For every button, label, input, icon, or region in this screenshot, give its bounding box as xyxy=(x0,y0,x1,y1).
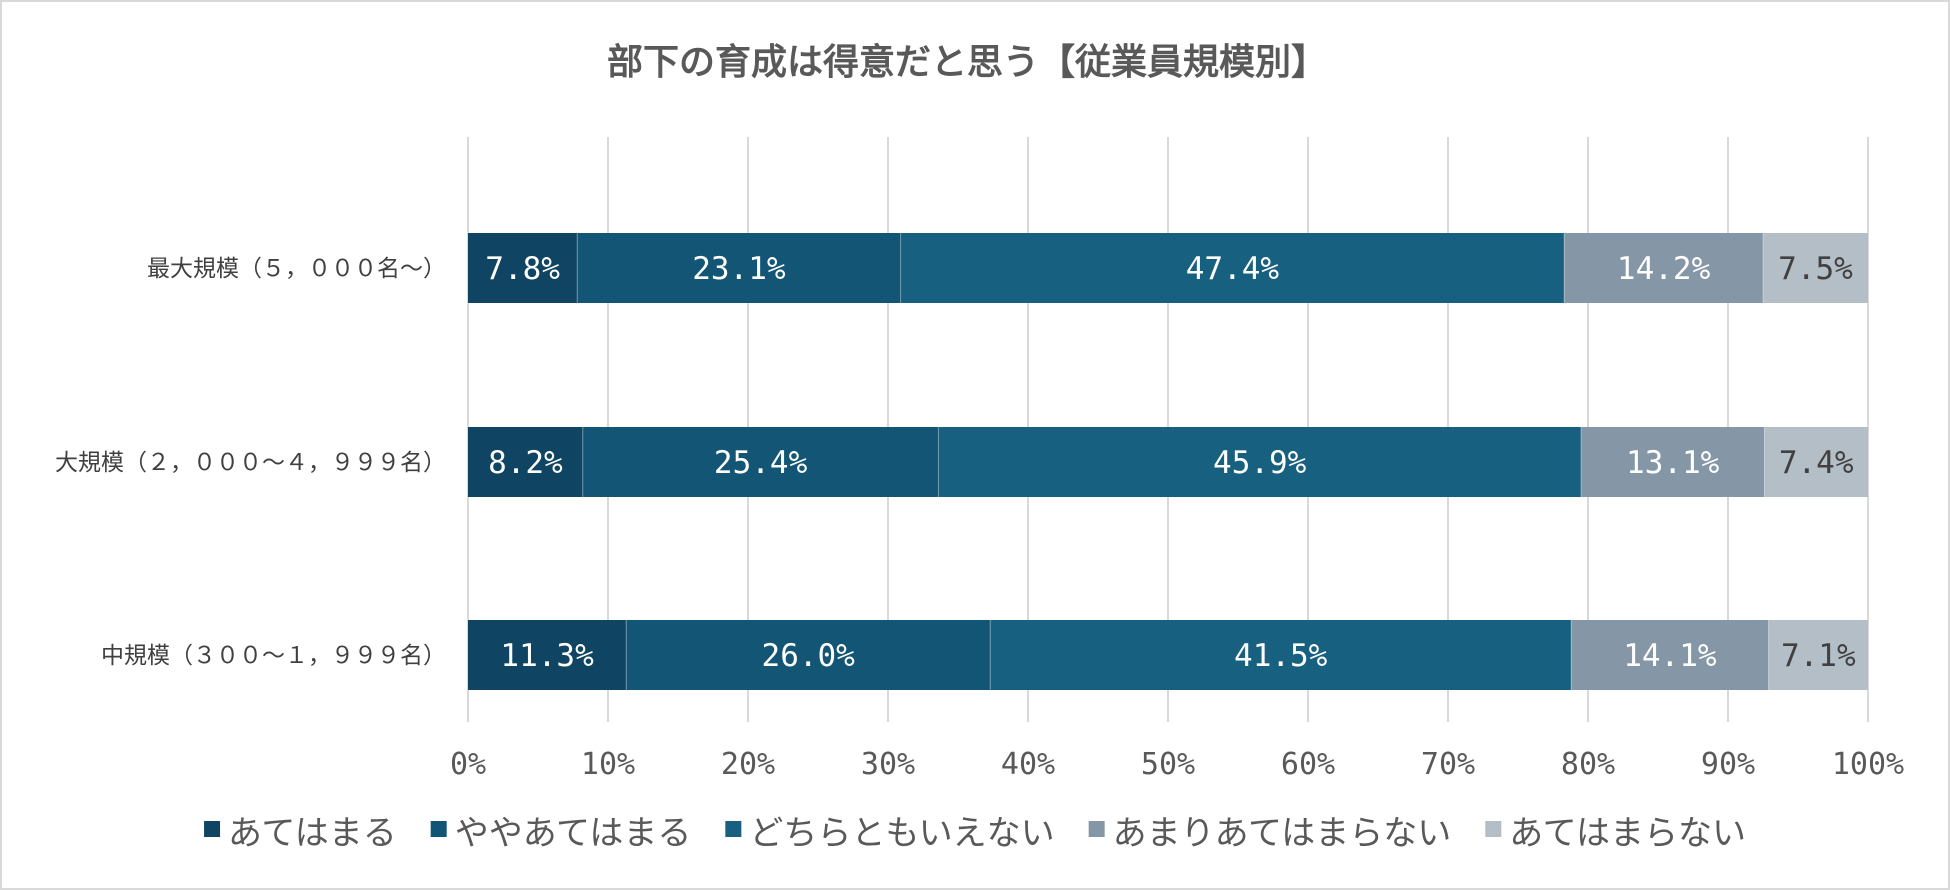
bars: 7.8% 23.1% 47.4% 14.2% 7.5% 8.2% 25.4% 45.9% 13.… xyxy=(468,233,1868,690)
legend-label: ややあてはまる xyxy=(455,814,692,854)
legend-swatch xyxy=(725,821,742,837)
data-label: 7.4% xyxy=(1779,445,1854,481)
x-tick-label: 40% xyxy=(1001,747,1055,782)
data-label: 14.1% xyxy=(1623,638,1717,674)
data-label: 8.2% xyxy=(488,445,563,481)
bar-segment xyxy=(582,427,939,497)
data-label: 41.5% xyxy=(1234,638,1328,674)
bar-segment xyxy=(1581,427,1765,497)
x-axis-ticks: 0% 10% 20% 30% 40% 50% 60% 70% 80% 90% 100% xyxy=(450,747,1904,782)
legend-label: どちらともいえない xyxy=(749,814,1054,854)
legend-item: あてはまらない xyxy=(1485,814,1746,854)
x-tick-label: 10% xyxy=(581,747,635,782)
x-tick-label: 90% xyxy=(1701,747,1755,782)
bar-segment xyxy=(468,233,578,303)
data-label: 7.5% xyxy=(1778,251,1853,287)
legend-label: あてはまらない xyxy=(1509,814,1746,854)
legend: あてはまる ややあてはまる どちらともいえない あまりあてはまらない あてはまらない xyxy=(204,814,1746,854)
bar-segment xyxy=(577,233,901,303)
bar-segment xyxy=(1764,427,1868,497)
legend-item: どちらともいえない xyxy=(725,814,1055,854)
x-tick-label: 70% xyxy=(1421,747,1475,782)
data-label: 47.4% xyxy=(1186,251,1280,287)
bar-segment xyxy=(626,620,991,690)
legend-label: あまりあてはまらない xyxy=(1113,814,1452,854)
bar-segment xyxy=(468,427,583,497)
data-label: 13.1% xyxy=(1626,445,1720,481)
bar-segment xyxy=(1564,233,1763,303)
x-tick-label: 30% xyxy=(861,747,915,782)
x-tick-label: 20% xyxy=(721,747,775,782)
category-label: 中規模（３００～１，９９９名） xyxy=(101,643,446,669)
category-labels: 最大規模（５，０００名～） 大規模（２，０００～４，９９９名） 中規模（３００～１，… xyxy=(55,256,446,669)
x-tick-label: 0% xyxy=(450,747,486,782)
legend-item: あまりあてはまらない xyxy=(1088,814,1452,854)
data-label: 45.9% xyxy=(1213,445,1307,481)
bar-segment xyxy=(900,233,1565,303)
category-label: 最大規模（５，０００名～） xyxy=(147,256,446,282)
legend-swatch xyxy=(204,821,221,837)
legend-label: あてはまる xyxy=(228,814,397,854)
bar-segment xyxy=(1763,233,1868,303)
legend-swatch xyxy=(430,821,447,837)
bar-segment xyxy=(468,620,627,690)
x-tick-label: 80% xyxy=(1561,747,1615,782)
legend-swatch xyxy=(1485,821,1502,837)
data-label: 7.1% xyxy=(1781,638,1856,674)
x-tick-label: 50% xyxy=(1141,747,1195,782)
data-label: 23.1% xyxy=(692,251,786,287)
bar-segment xyxy=(1768,620,1868,690)
legend-item: ややあてはまる xyxy=(430,814,692,854)
x-tick-label: 60% xyxy=(1281,747,1335,782)
bar-segment xyxy=(990,620,1572,690)
chart-title: 部下の育成は得意だと思う【従業員規模別】 xyxy=(607,42,1327,83)
category-label: 大規模（２，０００～４，９９９名） xyxy=(55,450,446,476)
legend-swatch xyxy=(1088,821,1105,837)
data-label: 25.4% xyxy=(714,445,808,481)
data-label: 26.0% xyxy=(762,638,856,674)
legend-item: あてはまる xyxy=(204,814,397,854)
bar-segment xyxy=(938,427,1581,497)
data-label: 14.2% xyxy=(1617,251,1711,287)
data-label: 11.3% xyxy=(500,638,594,674)
bar-segment xyxy=(1571,620,1769,690)
x-tick-label: 100% xyxy=(1832,747,1904,782)
data-label: 7.8% xyxy=(485,251,560,287)
